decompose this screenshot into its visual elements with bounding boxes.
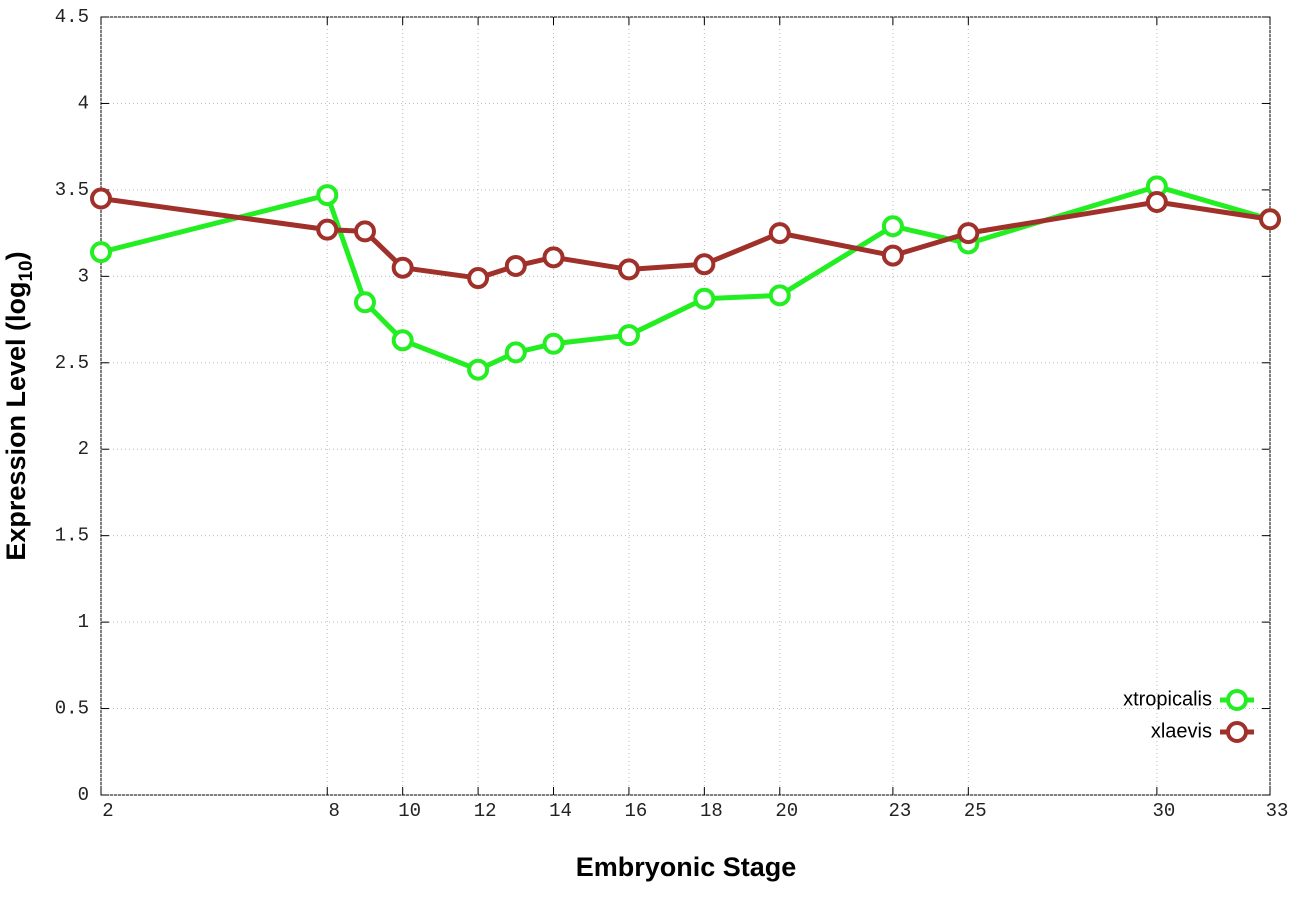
legend-marker — [1226, 721, 1248, 743]
data-point — [1145, 190, 1168, 213]
x-tick-label: 20 — [775, 800, 798, 822]
data-point — [768, 284, 791, 307]
data-point — [316, 218, 339, 241]
data-point — [542, 332, 565, 355]
legend-label: xtropicalis — [1123, 688, 1212, 710]
x-tick-label: 23 — [888, 800, 911, 822]
data-point — [391, 256, 414, 279]
legend-label: xlaevis — [1151, 720, 1212, 742]
x-tick-label: 33 — [1266, 800, 1289, 822]
data-point — [881, 215, 904, 238]
data-point — [542, 246, 565, 269]
plot-frame — [100, 16, 1271, 796]
legend-marker — [1226, 689, 1248, 711]
data-point — [768, 222, 791, 245]
y-label-end: ) — [1, 251, 31, 260]
data-point — [467, 358, 490, 381]
y-axis-label: Expression Level (log10) — [1, 251, 37, 560]
x-tick-label: 14 — [549, 800, 572, 822]
x-tick-label: 18 — [700, 800, 723, 822]
data-point — [617, 324, 640, 347]
data-point — [617, 258, 640, 281]
data-point — [504, 254, 527, 277]
data-point — [467, 267, 490, 290]
y-tick-label: 2 — [78, 438, 89, 460]
data-point — [316, 184, 339, 207]
y-tick-label: 4.5 — [55, 6, 89, 28]
y-tick-label: 4 — [78, 92, 89, 114]
data-point — [391, 329, 414, 352]
y-tick-label: 3.5 — [55, 179, 89, 201]
data-point — [504, 341, 527, 364]
data-point — [353, 220, 376, 243]
x-axis-label: Embryonic Stage — [576, 852, 797, 882]
y-tick-label: 3 — [78, 265, 89, 287]
data-point — [693, 287, 716, 310]
x-tick-label: 16 — [625, 800, 648, 822]
y-label-text: Expression Level (log — [1, 282, 31, 561]
y-label-sub: 10 — [16, 260, 37, 281]
y-tick-label: 0.5 — [55, 698, 89, 720]
data-point — [90, 241, 112, 264]
data-point — [881, 244, 904, 267]
x-tick-label: 12 — [474, 800, 497, 822]
x-tick-label: 30 — [1152, 800, 1175, 822]
x-tick-label: 10 — [398, 800, 421, 822]
y-tick-label: 1.5 — [55, 525, 89, 547]
y-tick-label: 1 — [78, 611, 89, 633]
y-tick-label: 2.5 — [55, 352, 89, 374]
x-tick-label: 25 — [964, 800, 987, 822]
x-tick-label: 8 — [329, 800, 340, 822]
data-point — [693, 253, 716, 276]
x-tick-label: 2 — [102, 800, 113, 822]
data-point — [957, 222, 980, 245]
data-point — [353, 291, 376, 314]
y-tick-label: 0 — [78, 784, 89, 806]
data-point — [1259, 208, 1281, 231]
data-point — [90, 187, 112, 210]
